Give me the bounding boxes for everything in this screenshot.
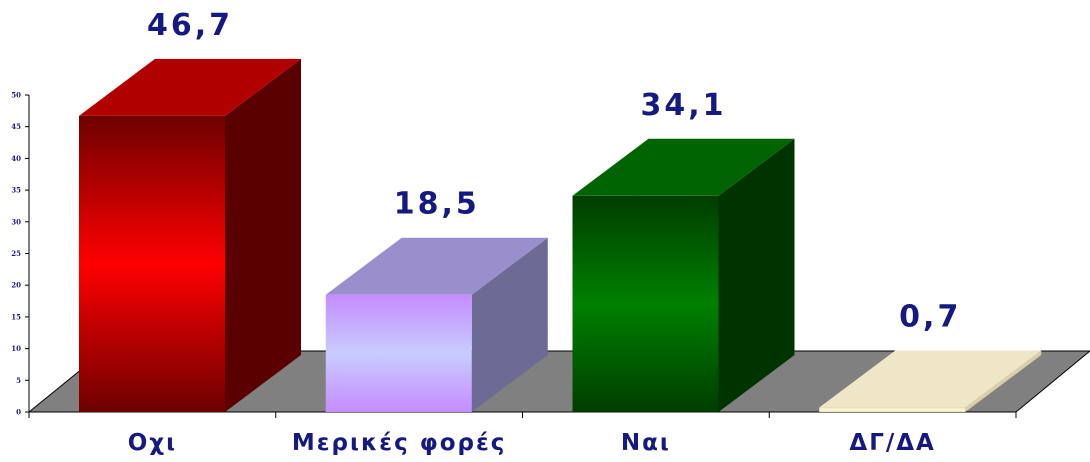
bar-top <box>79 58 301 116</box>
y-tick-label: 40 <box>11 154 21 163</box>
y-tick-label: 10 <box>11 344 21 353</box>
category-label: Ναι <box>621 430 671 456</box>
bar-side <box>225 58 301 413</box>
bar-top <box>325 237 548 295</box>
category-label-group: Οχι Μερικές φορές Ναι ΔΓ/ΔΑ <box>128 430 935 456</box>
category-label: Οχι <box>128 430 177 456</box>
category-label: ΔΓ/ΔΑ <box>849 430 935 456</box>
y-tick-label: 20 <box>11 281 21 290</box>
bar-ναι <box>572 138 795 412</box>
bar-top <box>819 350 1042 408</box>
bar-front <box>325 294 472 412</box>
y-tick-label: 15 <box>11 312 21 321</box>
y-tick-label: 5 <box>16 376 21 385</box>
category-label: Μερικές φορές <box>292 430 507 456</box>
value-label: 46,7 <box>147 8 233 43</box>
bar-side <box>718 138 795 412</box>
y-tick-label: 50 <box>11 91 21 100</box>
bar-front <box>572 195 719 412</box>
bar-μερικές-φορές <box>325 237 548 412</box>
value-label: 34,1 <box>640 88 726 123</box>
bar-οχι <box>79 58 301 413</box>
bar-δγ-δα <box>819 350 1042 412</box>
value-label-group: 46,7 18,5 34,1 0,7 <box>147 8 961 335</box>
value-label: 18,5 <box>394 187 480 222</box>
bar-side <box>471 237 548 412</box>
y-tick-label: 0 <box>16 408 21 417</box>
y-tick-label: 30 <box>11 217 21 226</box>
bar-front <box>79 115 225 412</box>
y-tick-label: 35 <box>11 186 21 195</box>
y-tick-group: 0 5 10 15 20 25 30 35 40 45 50 <box>11 91 29 417</box>
x-tick-group <box>28 412 1017 418</box>
bar-top <box>572 138 795 196</box>
value-label: 0,7 <box>899 300 961 335</box>
y-tick-label: 25 <box>11 249 21 258</box>
bar-front <box>819 407 966 412</box>
bar-group <box>79 58 1042 413</box>
bar-side <box>965 350 1042 412</box>
y-tick-label: 45 <box>11 122 21 131</box>
